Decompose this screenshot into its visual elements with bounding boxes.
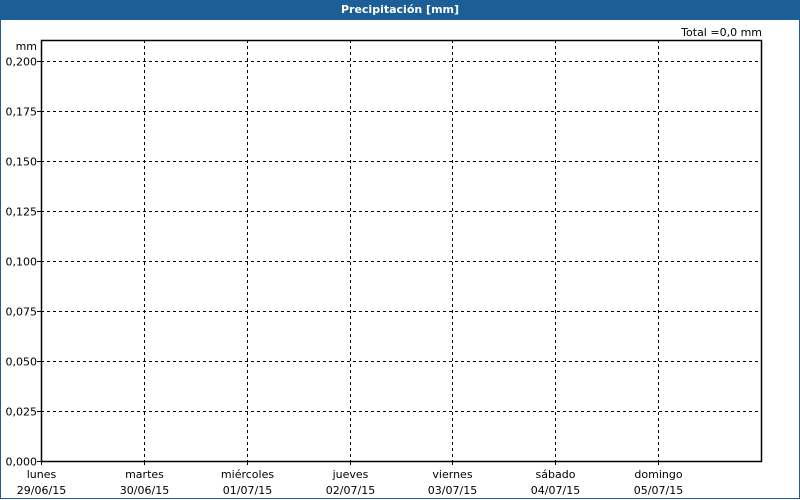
x-tick-day: jueves bbox=[332, 468, 369, 481]
x-tick-day: martes bbox=[125, 468, 164, 481]
y-tick-label: 0,075 bbox=[6, 306, 38, 319]
x-tick-date: 05/07/15 bbox=[634, 484, 683, 497]
x-tick-date: 04/07/15 bbox=[531, 484, 580, 497]
y-axis-label: mm bbox=[16, 40, 37, 53]
total-annotation: Total =0,0 mm bbox=[681, 26, 762, 39]
plot-area-border bbox=[40, 39, 763, 463]
x-tick-date: 29/06/15 bbox=[17, 484, 66, 497]
x-tick-date: 30/06/15 bbox=[120, 484, 169, 497]
x-tick-day: viernes bbox=[432, 468, 472, 481]
y-tick-label: 0,150 bbox=[6, 156, 38, 169]
y-tick-label: 0,125 bbox=[6, 206, 38, 219]
y-tick-label: 0,100 bbox=[6, 256, 38, 269]
x-tick-day: sábado bbox=[536, 468, 576, 481]
y-tick-label: 0,050 bbox=[6, 356, 38, 369]
y-tick-label: 0,200 bbox=[6, 56, 38, 69]
y-tick-label: 0,025 bbox=[6, 406, 38, 419]
x-tick-date: 01/07/15 bbox=[223, 484, 272, 497]
x-tick-date: 02/07/15 bbox=[326, 484, 375, 497]
x-tick-date: 03/07/15 bbox=[428, 484, 477, 497]
x-tick-day: miércoles bbox=[221, 468, 274, 481]
y-tick-label: 0,000 bbox=[6, 456, 38, 469]
x-tick-day: lunes bbox=[27, 468, 57, 481]
chart-title: Precipitación [mm] bbox=[0, 0, 800, 20]
x-tick-day: domingo bbox=[634, 468, 682, 481]
y-tick-label: 0,175 bbox=[6, 106, 38, 119]
